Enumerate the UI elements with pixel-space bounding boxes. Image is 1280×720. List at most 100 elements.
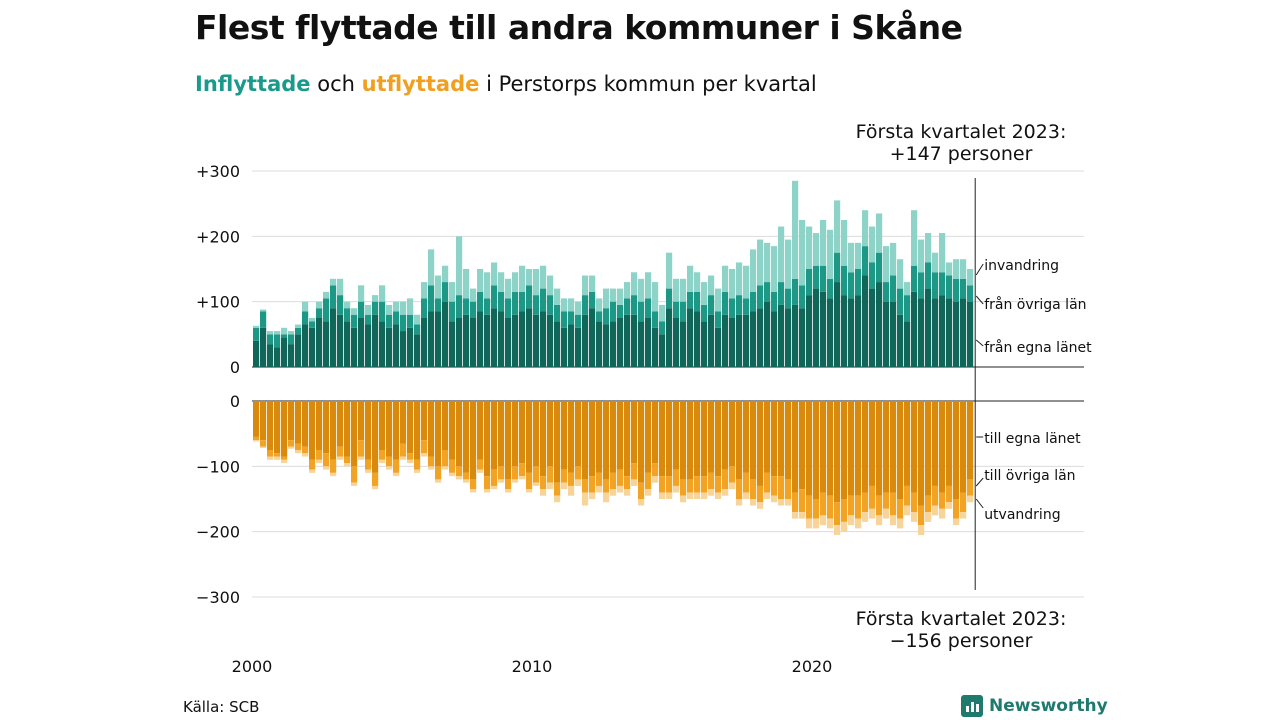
bar-out-0: [449, 401, 456, 460]
bar-in-1: [715, 311, 722, 328]
chart-title: Flest flyttade till andra kommuner i Skå…: [195, 8, 963, 47]
bar-in-0: [554, 321, 561, 367]
bar-out-2: [869, 508, 876, 519]
bottom-y-tick-label: −200: [196, 523, 240, 542]
bar-out-2: [939, 508, 946, 519]
bar-in-0: [589, 308, 596, 367]
bar-out-1: [512, 466, 519, 480]
bar-out-1: [778, 476, 785, 499]
bar-out-2: [617, 485, 624, 493]
bar-in-0: [806, 295, 813, 367]
brand-name: Newsworthy: [989, 696, 1108, 716]
bar-in-2: [799, 220, 806, 286]
bar-out-0: [323, 401, 330, 454]
bar-out-2: [855, 518, 862, 529]
bar-in-1: [386, 314, 393, 328]
bar-out-2: [715, 492, 722, 499]
bar-in-2: [687, 265, 694, 292]
bar-in-2: [295, 324, 302, 328]
bar-in-1: [904, 295, 911, 322]
bar-in-0: [309, 327, 316, 367]
bar-in-1: [554, 304, 561, 322]
bar-in-2: [673, 278, 680, 302]
bar-out-0: [428, 401, 435, 457]
bar-in-1: [778, 282, 785, 305]
bar-in-0: [498, 311, 505, 367]
bar-out-0: [589, 401, 596, 477]
bar-in-0: [274, 347, 281, 367]
bar-out-2: [918, 525, 925, 535]
bar-in-0: [533, 314, 540, 367]
bar-in-1: [484, 298, 491, 315]
bar-in-2: [414, 314, 421, 325]
bar-out-1: [806, 495, 813, 519]
bar-in-2: [855, 242, 862, 269]
bar-out-0: [309, 401, 316, 460]
bar-in-0: [323, 321, 330, 367]
top-y-tick-label: +300: [196, 162, 240, 181]
bar-in-1: [771, 291, 778, 312]
bar-in-1: [645, 298, 652, 318]
bar-in-0: [617, 318, 624, 367]
bar-in-1: [414, 324, 421, 335]
bar-in-2: [743, 265, 750, 299]
bar-in-2: [309, 318, 316, 322]
bar-in-2: [400, 301, 407, 315]
bar-in-0: [736, 314, 743, 367]
bar-out-0: [540, 401, 547, 477]
bar-in-2: [722, 265, 729, 292]
bar-out-1: [834, 502, 841, 526]
bar-in-2: [869, 226, 876, 263]
bar-in-2: [806, 226, 813, 269]
bar-out-2: [372, 485, 379, 490]
bar-out-0: [764, 401, 771, 473]
bar-in-2: [344, 301, 351, 309]
bar-in-1: [505, 298, 512, 318]
legend-leader: [975, 295, 984, 305]
legend-label-top: från egna länet: [984, 339, 1092, 356]
bar-in-0: [792, 304, 799, 367]
bar-out-1: [799, 489, 806, 513]
bar-out-0: [330, 401, 337, 460]
bar-in-1: [617, 304, 624, 318]
bar-in-1: [330, 285, 337, 309]
bar-in-2: [281, 327, 288, 335]
bar-out-2: [274, 456, 281, 460]
bar-out-1: [589, 476, 596, 493]
bar-out-0: [274, 401, 281, 454]
bar-in-1: [960, 278, 967, 299]
bar-out-0: [477, 401, 484, 460]
bar-out-2: [568, 485, 575, 496]
bar-in-2: [274, 331, 281, 335]
newsworthy-logo[interactable]: Newsworthy: [961, 694, 1108, 718]
bar-out-1: [421, 440, 428, 454]
bar-out-1: [393, 459, 400, 473]
bar-out-1: [708, 472, 715, 490]
bar-in-0: [701, 321, 708, 367]
bar-out-0: [687, 401, 694, 480]
bottom-y-tick-label: 0: [230, 392, 240, 411]
bar-in-0: [456, 318, 463, 367]
bar-in-1: [862, 246, 869, 276]
bar-in-2: [267, 331, 274, 335]
bar-in-1: [750, 291, 757, 312]
bar-out-2: [267, 456, 274, 460]
bar-out-0: [750, 401, 757, 480]
bar-in-2: [897, 259, 904, 289]
bar-in-2: [694, 272, 701, 292]
bar-out-0: [659, 401, 666, 477]
bar-out-0: [813, 401, 820, 499]
bar-in-2: [883, 246, 890, 283]
bar-out-1: [323, 453, 330, 467]
bar-in-0: [743, 314, 750, 367]
bar-out-0: [778, 401, 785, 477]
bar-out-2: [890, 515, 897, 526]
bar-out-0: [666, 401, 673, 477]
bar-in-2: [778, 226, 785, 283]
bar-in-1: [953, 278, 960, 302]
bar-in-0: [813, 288, 820, 367]
bar-out-1: [953, 499, 960, 519]
bar-in-2: [393, 301, 400, 312]
bar-out-0: [316, 401, 323, 450]
bar-out-2: [505, 489, 512, 493]
